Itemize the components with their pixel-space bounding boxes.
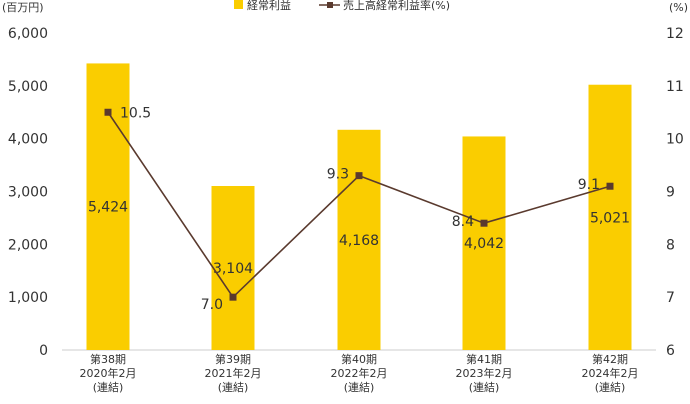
category-label: 2020年2月: [80, 366, 137, 380]
left-axis-unit: (百万円): [2, 1, 44, 14]
legend-line-marker: [327, 2, 333, 8]
category-label: 第40期: [341, 352, 377, 366]
bar-value-label: 5,021: [590, 210, 630, 226]
bar: [462, 136, 506, 350]
category-label: 第42期: [592, 352, 628, 366]
ratio-value-label: 7.0: [201, 297, 223, 313]
left-tick-label: 1,000: [8, 290, 48, 306]
right-tick-label: 11: [666, 79, 684, 95]
ratio-point: [104, 108, 112, 116]
bar-value-label: 3,104: [213, 261, 253, 277]
ratio-value-label: 9.3: [327, 167, 349, 183]
category-label: (連結): [469, 380, 500, 394]
category-label: 2022年2月: [331, 366, 388, 380]
category-label: 2024年2月: [582, 366, 639, 380]
ratio-labels: 10.5 7.0 9.3 8.4 9.1: [120, 105, 600, 313]
ratio-value-label: 8.4: [452, 214, 474, 230]
bar-value-label: 4,168: [339, 233, 379, 249]
bar: [588, 84, 632, 351]
legend-bar-label: 経常利益: [247, 0, 291, 12]
ratio-point: [480, 219, 488, 227]
category-label: 2021年2月: [205, 366, 262, 380]
right-axis-unit: (%): [669, 1, 688, 14]
legend-line-label: 売上高経常利益率(%): [343, 0, 450, 12]
left-tick-label: 2,000: [8, 237, 48, 253]
bar-labels: 5,424 3,104 4,168 4,042 5,021: [88, 200, 630, 277]
category-label: (連結): [218, 380, 249, 394]
ratio-points: [104, 108, 614, 301]
category-label: (連結): [344, 380, 375, 394]
left-tick-label: 3,000: [8, 185, 48, 201]
right-tick-label: 6: [666, 343, 675, 359]
category-label: (連結): [93, 380, 124, 394]
legend-bar-swatch: [234, 0, 243, 9]
ratio-point: [606, 182, 614, 190]
x-axis-categories: 第38期2020年2月(連結)第39期2021年2月(連結)第40期2022年2…: [80, 352, 639, 394]
bar: [211, 186, 255, 350]
bars: [86, 63, 632, 351]
bar-value-label: 5,424: [88, 200, 128, 216]
left-tick-label: 5,000: [8, 79, 48, 95]
bar: [337, 129, 381, 350]
left-tick-label: 0: [39, 343, 48, 359]
bar-value-label: 4,042: [464, 236, 504, 252]
right-tick-label: 9: [666, 185, 675, 201]
legend: 経常利益 売上高経常利益率(%): [234, 0, 450, 12]
ratio-point: [355, 172, 363, 180]
left-tick-label: 6,000: [8, 26, 48, 42]
category-label: 第38期: [90, 352, 126, 366]
right-tick-label: 12: [666, 26, 684, 42]
right-tick-label: 7: [666, 290, 675, 306]
ratio-value-label: 9.1: [578, 177, 600, 193]
category-label: (連結): [595, 380, 626, 394]
left-tick-label: 4,000: [8, 132, 48, 148]
right-tick-label: 8: [666, 237, 675, 253]
category-label: 第39期: [215, 352, 251, 366]
category-label: 第41期: [466, 352, 502, 366]
left-axis-ticks: 0 1,000 2,000 3,000 4,000 5,000 6,000: [8, 26, 48, 359]
ratio-point: [229, 293, 237, 301]
right-tick-label: 10: [666, 132, 684, 148]
ratio-value-label: 10.5: [120, 105, 151, 121]
category-label: 2023年2月: [456, 366, 513, 380]
right-axis-ticks: 6 7 8 9 10 11 12: [666, 26, 684, 359]
